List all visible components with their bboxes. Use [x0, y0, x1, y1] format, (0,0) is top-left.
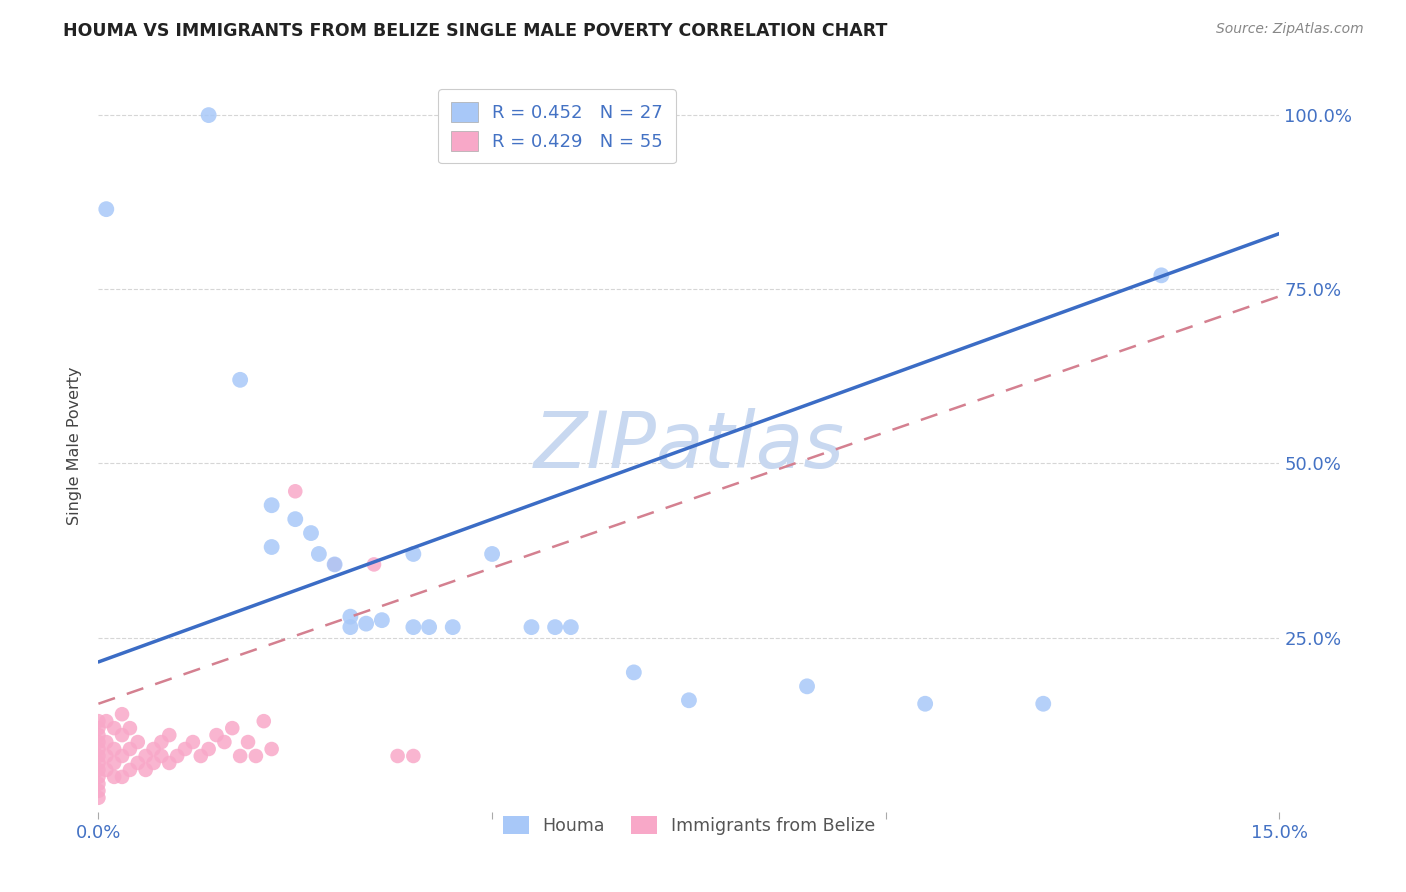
Point	[284, 512, 307, 526]
Text: HOUMA VS IMMIGRANTS FROM BELIZE SINGLE MALE POVERTY CORRELATION CHART: HOUMA VS IMMIGRANTS FROM BELIZE SINGLE M…	[63, 22, 887, 40]
Point	[96, 202, 118, 216]
Point	[623, 665, 645, 680]
Point	[118, 763, 141, 777]
Point	[245, 749, 267, 764]
Point	[339, 620, 361, 634]
Point	[87, 728, 110, 742]
Point	[418, 620, 440, 634]
Legend: Houma, Immigrants from Belize: Houma, Immigrants from Belize	[494, 807, 884, 843]
Point	[560, 620, 582, 634]
Point	[150, 735, 173, 749]
Text: Source: ZipAtlas.com: Source: ZipAtlas.com	[1216, 22, 1364, 37]
Point	[205, 728, 228, 742]
Point	[87, 714, 110, 728]
Point	[323, 558, 346, 572]
Point	[402, 547, 425, 561]
Point	[402, 620, 425, 634]
Point	[103, 721, 125, 735]
Point	[87, 784, 110, 798]
Point	[87, 749, 110, 764]
Point	[103, 756, 125, 770]
Point	[253, 714, 276, 728]
Point	[157, 728, 180, 742]
Point	[214, 735, 236, 749]
Point	[481, 547, 503, 561]
Point	[678, 693, 700, 707]
Point	[190, 749, 212, 764]
Point	[96, 763, 118, 777]
Point	[914, 697, 936, 711]
Point	[87, 756, 110, 770]
Point	[96, 749, 118, 764]
Point	[260, 498, 283, 512]
Point	[87, 735, 110, 749]
Point	[142, 742, 165, 756]
Point	[323, 558, 346, 572]
Point	[181, 735, 204, 749]
Point	[796, 679, 818, 693]
Point	[118, 721, 141, 735]
Point	[87, 721, 110, 735]
Point	[299, 526, 322, 541]
Point	[197, 108, 219, 122]
Point	[111, 728, 134, 742]
Point	[229, 373, 252, 387]
Point	[520, 620, 543, 634]
Point	[127, 756, 149, 770]
Point	[229, 749, 252, 764]
Point	[135, 749, 157, 764]
Point	[103, 742, 125, 756]
Point	[87, 777, 110, 791]
Point	[111, 749, 134, 764]
Point	[260, 742, 283, 756]
Point	[135, 763, 157, 777]
Point	[371, 613, 394, 627]
Text: ZIPatlas: ZIPatlas	[533, 408, 845, 484]
Point	[87, 763, 110, 777]
Point	[308, 547, 330, 561]
Point	[150, 749, 173, 764]
Y-axis label: Single Male Poverty: Single Male Poverty	[67, 367, 83, 525]
Point	[236, 735, 259, 749]
Point	[402, 749, 425, 764]
Point	[87, 742, 110, 756]
Point	[544, 620, 567, 634]
Point	[339, 609, 361, 624]
Point	[197, 742, 219, 756]
Point	[260, 540, 283, 554]
Point	[127, 735, 149, 749]
Point	[166, 749, 188, 764]
Point	[157, 756, 180, 770]
Point	[387, 749, 409, 764]
Point	[221, 721, 243, 735]
Point	[118, 742, 141, 756]
Point	[103, 770, 125, 784]
Point	[441, 620, 464, 634]
Point	[87, 770, 110, 784]
Point	[111, 770, 134, 784]
Point	[354, 616, 377, 631]
Point	[111, 707, 134, 722]
Point	[1032, 697, 1054, 711]
Point	[174, 742, 197, 756]
Point	[96, 714, 118, 728]
Point	[363, 558, 385, 572]
Point	[96, 735, 118, 749]
Point	[1150, 268, 1173, 283]
Point	[87, 790, 110, 805]
Point	[142, 756, 165, 770]
Point	[284, 484, 307, 499]
